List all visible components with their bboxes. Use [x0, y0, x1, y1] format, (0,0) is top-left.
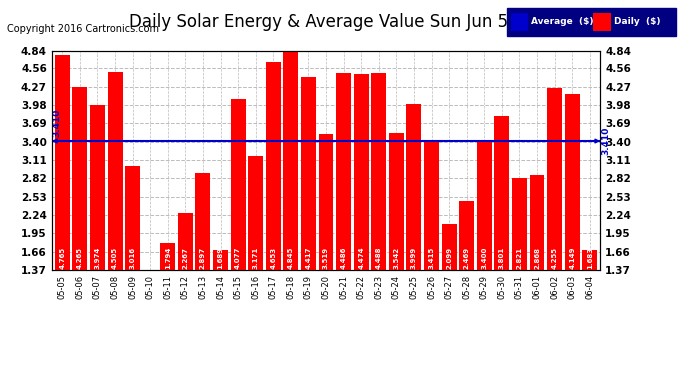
Bar [55, 56, 70, 357]
Bar [90, 105, 105, 357]
Text: Average  ($): Average ($) [531, 17, 594, 26]
Text: 3.410: 3.410 [602, 127, 611, 155]
Bar [547, 88, 562, 357]
Text: 3.016: 3.016 [130, 247, 136, 269]
Text: 1.794: 1.794 [165, 246, 171, 269]
Bar [195, 174, 210, 357]
Bar [494, 116, 509, 357]
Text: 4.845: 4.845 [288, 246, 294, 269]
Bar [125, 166, 140, 357]
Text: 4.765: 4.765 [59, 247, 66, 269]
Text: 3.415: 3.415 [428, 246, 435, 269]
Text: 4.474: 4.474 [358, 246, 364, 269]
Text: 3.542: 3.542 [393, 247, 400, 269]
Text: 4.488: 4.488 [376, 246, 382, 269]
Text: 4.149: 4.149 [569, 246, 575, 269]
Bar [460, 201, 474, 357]
Text: 3.171: 3.171 [253, 246, 259, 269]
Text: 4.653: 4.653 [270, 247, 276, 269]
Bar [160, 243, 175, 357]
Text: 4.505: 4.505 [112, 247, 118, 269]
Text: 2.897: 2.897 [200, 247, 206, 269]
Text: 3.801: 3.801 [499, 246, 505, 269]
Bar [72, 87, 88, 357]
Text: 3.410: 3.410 [52, 109, 61, 137]
Text: 2.868: 2.868 [534, 247, 540, 269]
Text: 3.400: 3.400 [481, 246, 487, 269]
Bar [319, 134, 333, 357]
Text: 4.255: 4.255 [551, 247, 558, 269]
Text: Copyright 2016 Cartronics.com: Copyright 2016 Cartronics.com [7, 24, 159, 34]
Bar [178, 213, 193, 357]
Bar [424, 141, 439, 357]
Bar [354, 74, 368, 357]
Text: 4.077: 4.077 [235, 246, 241, 269]
Text: 2.099: 2.099 [446, 247, 452, 269]
Text: 3.519: 3.519 [323, 247, 329, 269]
Text: 2.821: 2.821 [516, 247, 522, 269]
Bar [406, 104, 422, 357]
Bar [389, 133, 404, 357]
Text: 3.974: 3.974 [95, 246, 101, 269]
Text: 4.486: 4.486 [341, 246, 346, 269]
Text: 4.265: 4.265 [77, 247, 83, 269]
Bar [248, 156, 263, 357]
Bar [477, 142, 492, 357]
Bar [442, 224, 457, 357]
Text: 3.999: 3.999 [411, 246, 417, 269]
Bar [564, 94, 580, 357]
Bar [512, 178, 527, 357]
Bar [284, 50, 298, 357]
Bar [230, 99, 246, 357]
Bar [582, 250, 598, 357]
Bar [529, 175, 544, 357]
Text: 2.469: 2.469 [464, 247, 470, 269]
Text: 1.689: 1.689 [217, 247, 224, 269]
Bar [108, 72, 123, 357]
Bar [336, 73, 351, 357]
Bar [213, 250, 228, 357]
Bar [371, 73, 386, 357]
Bar [301, 77, 316, 357]
Text: 4.417: 4.417 [306, 246, 311, 269]
Text: Daily Solar Energy & Average Value Sun Jun 5 20:31: Daily Solar Energy & Average Value Sun J… [129, 13, 561, 31]
Text: 2.267: 2.267 [182, 247, 188, 269]
Text: 1.683: 1.683 [586, 247, 593, 269]
Text: Daily  ($): Daily ($) [614, 17, 660, 26]
Bar [266, 63, 281, 357]
